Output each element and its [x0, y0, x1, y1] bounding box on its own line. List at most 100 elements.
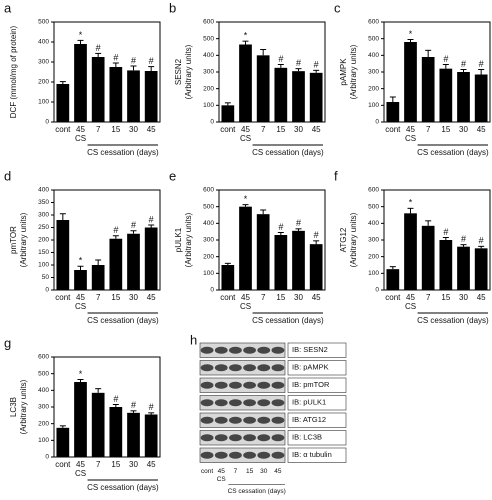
x-tick-label: 45	[241, 125, 250, 134]
bar	[404, 42, 417, 122]
band	[243, 346, 256, 354]
band	[214, 434, 228, 442]
y-axis-label: DCF (mmol/mg of protein)	[9, 25, 18, 118]
band	[257, 434, 271, 442]
band	[257, 416, 271, 424]
y-tick-label: 0	[45, 287, 49, 294]
band	[271, 364, 285, 372]
bar	[457, 72, 470, 122]
x-sublabel: CS	[240, 134, 251, 143]
band	[243, 399, 256, 407]
annotation: #	[461, 59, 466, 69]
y-axis-label: (Arbitrary units)	[184, 44, 193, 99]
y-tick-label: 300	[368, 237, 379, 244]
x-tick-label: 15	[111, 125, 120, 134]
x-tick-label: 30	[459, 293, 468, 302]
y-tick-label: 300	[203, 237, 214, 244]
x-tick-label: cont	[385, 293, 401, 302]
bar	[91, 392, 105, 457]
panel-label: f	[334, 168, 338, 183]
x-tick-label: 45	[477, 293, 486, 302]
y-tick-label: 200	[203, 253, 214, 260]
bar	[239, 44, 252, 122]
group-label: CS cessation (days)	[252, 148, 324, 157]
x-tick-label: 7	[261, 293, 266, 302]
x-tick-label: 15	[111, 293, 120, 302]
y-tick-label: 100	[203, 270, 214, 277]
y-tick-label: 500	[368, 203, 379, 210]
row-label-box	[287, 395, 347, 411]
band	[257, 346, 271, 354]
x-tick-label: 15	[441, 293, 450, 302]
y-tick-label: 200	[38, 420, 49, 427]
lane-label: 7	[234, 468, 238, 475]
bar	[109, 67, 123, 122]
bar	[256, 214, 270, 290]
band	[243, 434, 256, 442]
y-tick-label: 100	[38, 99, 49, 106]
bar	[386, 102, 400, 122]
gel-strip	[199, 430, 286, 446]
x-tick-label: cont	[55, 293, 71, 302]
row-label: IB: pAMPK	[292, 363, 329, 372]
band	[229, 434, 242, 442]
y-tick-label: 500	[38, 370, 49, 377]
y-tick-label: 400	[38, 187, 49, 194]
y-tick-label: 300	[38, 59, 49, 66]
y-tick-label: 400	[38, 387, 49, 394]
annotation: *	[409, 29, 413, 39]
y-tick-label: 0	[375, 287, 379, 294]
bar	[221, 265, 235, 290]
panel-label: e	[169, 168, 176, 183]
group-label: CS cessation (days)	[87, 316, 159, 325]
y-axis-label: (Arbitrary units)	[19, 379, 28, 434]
y-tick-label: 400	[368, 52, 379, 59]
bar	[386, 269, 400, 290]
x-tick-label: 45	[241, 293, 250, 302]
annotation: *	[79, 369, 83, 379]
x-tick-label: 7	[261, 125, 266, 134]
x-tick-label: cont	[220, 293, 236, 302]
x-tick-label: 7	[96, 460, 101, 469]
band	[243, 381, 256, 389]
bar	[74, 270, 87, 290]
row-label: IB: α tubulin	[292, 450, 332, 459]
y-tick-label: 0	[45, 119, 49, 126]
plot-frame	[53, 356, 161, 458]
y-tick-label: 600	[203, 187, 214, 194]
row-label-box	[287, 360, 347, 376]
panel-label: g	[4, 335, 11, 350]
row-label: IB: pULK1	[292, 398, 326, 407]
bar	[309, 72, 323, 122]
bar	[109, 238, 123, 290]
annotation: #	[96, 43, 101, 53]
band	[257, 364, 271, 372]
y-axis-label: (Arbitrary units)	[184, 212, 193, 267]
annotation: #	[149, 214, 154, 224]
y-axis-label: (Arbitrary units)	[19, 212, 28, 267]
x-tick-label: 30	[294, 125, 303, 134]
y-tick-label: 350	[38, 199, 49, 206]
y-tick-label: 600	[203, 19, 214, 26]
x-tick-label: 45	[76, 125, 85, 134]
annotation: *	[79, 256, 83, 266]
band	[200, 451, 214, 459]
row-label-box	[287, 447, 347, 463]
bar	[144, 414, 158, 457]
bar	[292, 71, 305, 122]
annotation: #	[314, 60, 319, 70]
x-tick-label: 7	[96, 125, 101, 134]
annotation: #	[479, 236, 484, 246]
x-tick-label: 15	[276, 125, 285, 134]
x-tick-label: cont	[55, 460, 71, 469]
band	[271, 399, 285, 407]
x-tick-label: 30	[129, 125, 138, 134]
x-tick-label: 7	[426, 293, 431, 302]
bar	[421, 225, 435, 290]
band	[271, 451, 285, 459]
y-tick-label: 150	[38, 249, 49, 256]
y-tick-label: 300	[203, 69, 214, 76]
annotation: *	[244, 194, 248, 204]
lane-sublabel: CS	[217, 476, 227, 483]
x-tick-label: 45	[76, 460, 85, 469]
